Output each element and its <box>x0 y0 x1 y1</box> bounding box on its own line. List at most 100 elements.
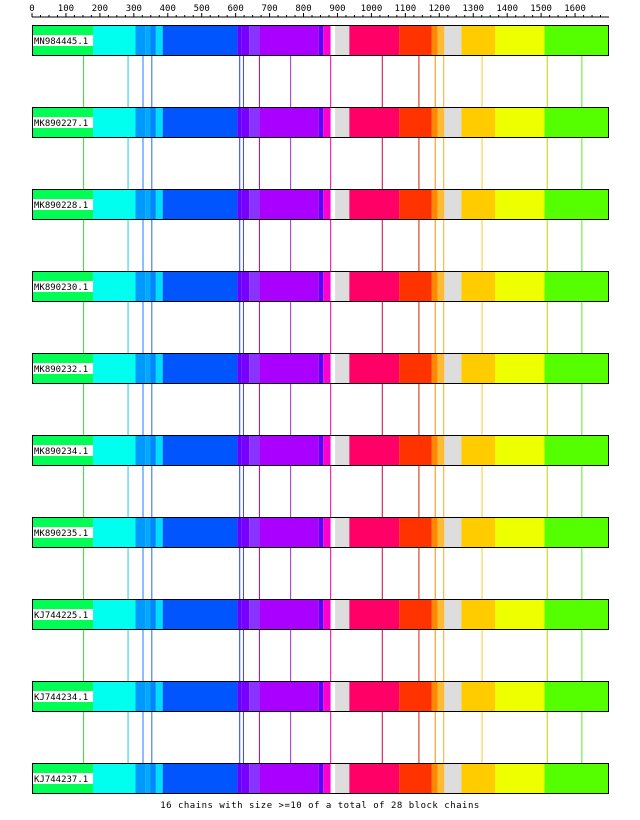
block-segment <box>162 107 238 138</box>
sequence-label-box <box>33 35 93 46</box>
block-segment <box>349 763 400 794</box>
block-segment <box>330 763 336 794</box>
ruler-axis: 0 100 200 300 400 500 600 700 800 900 1000 1100 1200… <box>29 4 609 18</box>
block-segment <box>237 763 242 794</box>
block-segment <box>349 25 400 56</box>
block-segment <box>437 25 445 56</box>
block-segment <box>318 189 324 220</box>
block-segment <box>335 517 350 548</box>
sequence-label-box <box>33 527 93 538</box>
block-segment <box>93 599 136 630</box>
block-segment <box>241 271 250 302</box>
block-segment <box>431 681 438 712</box>
sequence-track: MK890232.1 <box>32 353 609 384</box>
block-segment <box>237 271 242 302</box>
block-segment <box>249 25 260 56</box>
block-segment <box>323 763 331 794</box>
block-segment <box>93 25 136 56</box>
block-segment <box>162 271 238 302</box>
block-segment <box>461 763 496 794</box>
track-border <box>32 189 609 220</box>
sequence-track: KJ744234.1 <box>32 681 609 712</box>
block-segment <box>135 763 146 794</box>
block-segment <box>330 435 336 466</box>
block-segment <box>323 517 331 548</box>
block-segment <box>155 353 163 384</box>
block-segment <box>135 353 146 384</box>
block-segment <box>93 517 136 548</box>
block-segment <box>349 107 400 138</box>
block-segment <box>150 517 156 548</box>
track-border <box>32 107 609 138</box>
block-segment <box>93 435 136 466</box>
block-segment <box>461 599 496 630</box>
block-segment <box>495 435 545 466</box>
block-segment <box>145 681 151 712</box>
block-segment <box>162 763 238 794</box>
block-segment <box>335 599 350 630</box>
block-segment <box>318 25 324 56</box>
block-segment <box>145 271 151 302</box>
axis-tick-label: 1300 <box>462 4 484 14</box>
block-segment <box>431 763 438 794</box>
sequence-label: MK890232.1 <box>34 365 88 375</box>
block-segment <box>162 189 238 220</box>
block-segment <box>444 271 462 302</box>
block-segment <box>323 681 331 712</box>
sequence-label-box <box>33 117 93 128</box>
block-segment <box>399 435 432 466</box>
sequence-label: KJ744234.1 <box>34 693 88 703</box>
sequence-label: MK890228.1 <box>34 201 88 211</box>
block-segment <box>135 271 146 302</box>
block-segment <box>259 599 319 630</box>
block-segment <box>461 681 496 712</box>
block-segment <box>544 353 609 384</box>
axis-tick-label: 1600 <box>564 4 586 14</box>
track-border <box>32 271 609 302</box>
block-segment <box>544 763 609 794</box>
sequence-label-box <box>33 445 93 456</box>
block-segment <box>145 353 151 384</box>
block-segment <box>330 271 336 302</box>
block-segment <box>444 435 462 466</box>
block-segment <box>162 599 238 630</box>
sequence-label: KJ744225.1 <box>34 611 88 621</box>
block-segment <box>93 189 136 220</box>
block-segment <box>259 435 319 466</box>
block-segment <box>145 763 151 794</box>
sequence-label-box <box>33 691 93 702</box>
block-segment <box>162 681 238 712</box>
block-segment <box>237 353 242 384</box>
block-segment <box>349 517 400 548</box>
block-segment <box>249 599 260 630</box>
block-segment <box>335 189 350 220</box>
block-segment <box>437 517 445 548</box>
block-segment <box>150 353 156 384</box>
track-border <box>32 681 609 712</box>
block-segment <box>150 763 156 794</box>
track-border <box>32 353 609 384</box>
block-segment <box>335 107 350 138</box>
block-segment <box>399 599 432 630</box>
block-segment <box>444 189 462 220</box>
sequence-label-box <box>33 363 93 374</box>
block-segment <box>249 353 260 384</box>
block-segment <box>461 353 496 384</box>
block-segment <box>461 517 496 548</box>
block-segment <box>399 681 432 712</box>
track-border <box>32 435 609 466</box>
block-segment <box>162 435 238 466</box>
block-segment <box>330 599 336 630</box>
sequence-label: MK890235.1 <box>34 529 88 539</box>
block-segment <box>437 271 445 302</box>
block-segment <box>162 353 238 384</box>
block-segment <box>237 599 242 630</box>
block-segment <box>495 189 545 220</box>
block-segment <box>155 681 163 712</box>
block-segment <box>544 599 609 630</box>
block-segment <box>318 517 324 548</box>
sequence-label: MK890230.1 <box>34 283 88 293</box>
block-segment <box>155 599 163 630</box>
block-segment <box>330 189 336 220</box>
block-segment <box>162 25 238 56</box>
